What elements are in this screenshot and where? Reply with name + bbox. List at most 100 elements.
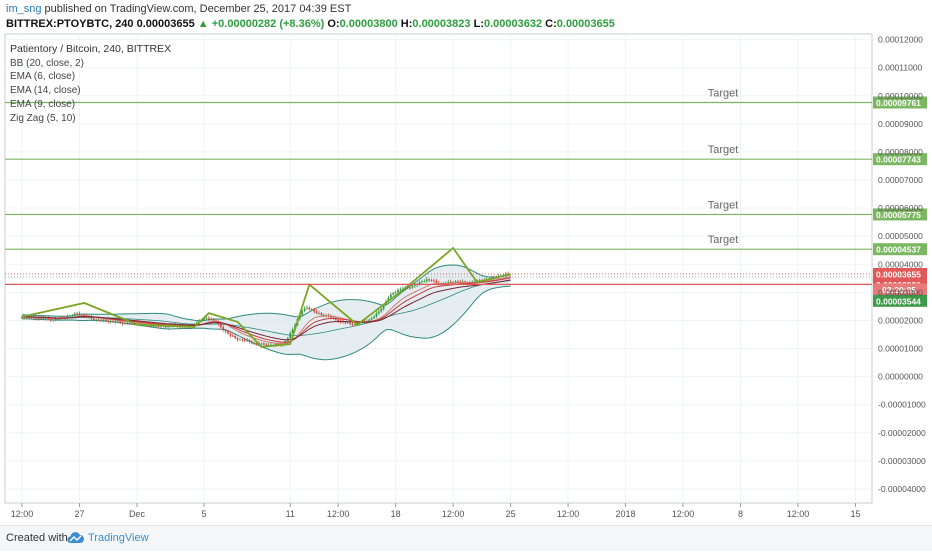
y-tick-label: 0.00009000 (878, 119, 923, 129)
candle-body (337, 319, 340, 322)
candle-body (73, 313, 76, 316)
x-tick-label: 25 (506, 509, 516, 519)
legend-study-ema6[interactable]: EMA (6, close) (10, 71, 76, 83)
y-tick-label: 0.00011000 (878, 63, 923, 73)
candle-body (97, 319, 100, 321)
x-tick-label: 27 (74, 509, 84, 519)
candle-body (265, 344, 268, 346)
candle-body (40, 317, 43, 319)
price-badge (873, 267, 927, 280)
candle-body (430, 280, 433, 281)
y-tick-label: -0.00001000 (878, 400, 926, 410)
candle-body (346, 322, 349, 324)
candle-body (124, 322, 126, 324)
y-tick-label: 0.00012000 (878, 35, 923, 45)
indicator-legend: Patientory / Bitcoin, 240, BITTREX BB (2… (10, 43, 171, 125)
candle-body (262, 343, 265, 345)
legend-study-zigzag[interactable]: Zig Zag (5, 10) (10, 112, 76, 124)
x-tick-label: 2018 (616, 509, 636, 519)
candle-body (389, 294, 392, 298)
candle-body (380, 308, 383, 312)
candle-body (248, 340, 251, 342)
candle-body (274, 343, 277, 345)
y-tick-label: -0.00003000 (878, 456, 926, 466)
candle-body (399, 289, 402, 291)
target-label: Target (708, 234, 739, 246)
candle-body (368, 319, 371, 322)
candle-body (126, 322, 129, 324)
candle-body (239, 339, 241, 341)
candle-body (210, 319, 213, 320)
high-value: 0.00003823 (412, 18, 471, 30)
candle-body (251, 341, 253, 344)
candle-body (375, 313, 378, 317)
candle-body (344, 322, 347, 323)
candle-body (291, 329, 294, 333)
candle-body (303, 308, 306, 311)
y-tick-label: 0.00010000 (878, 91, 923, 101)
target-label: Target (708, 87, 739, 99)
ema-14-line (22, 279, 511, 341)
candle-body (52, 319, 55, 321)
tradingview-brand-link[interactable]: TradingView (88, 532, 149, 544)
candle-body (421, 281, 423, 283)
symbol-label: BITTREX:PTOYBTC, 240 (6, 18, 134, 30)
x-tick-label: 15 (850, 509, 860, 519)
price-badge-text: 0.00007743 (876, 155, 921, 165)
legend-title[interactable]: Patientory / Bitcoin, 240, BITTREX (10, 43, 172, 55)
candle-body (88, 316, 90, 318)
legend-study-bb[interactable]: BB (20, close, 2) (10, 57, 84, 69)
change-value: +0.00000282 (+8.36%) (211, 18, 325, 30)
up-arrow-icon: ▲ (197, 18, 209, 30)
candle-body (66, 316, 69, 319)
horizontal-lines: Target 0.00009761 Target 0.00007743 Target 0.… (5, 87, 927, 307)
grid-layer (4, 33, 873, 504)
candle-body (308, 307, 311, 310)
candle-body (76, 313, 78, 315)
x-tick-label: 12:00 (327, 509, 350, 519)
candle-body (25, 317, 28, 318)
candle-body (342, 321, 344, 323)
y-tick-label: 0.00002000 (878, 315, 923, 325)
legend-study-ema9[interactable]: EMA (9, close) (10, 98, 76, 110)
candle-body (224, 330, 227, 332)
x-tick-label: 8 (738, 509, 743, 519)
candle-body (454, 281, 457, 283)
candle-body (423, 281, 426, 283)
candle-body (107, 320, 110, 322)
candle-body (354, 324, 356, 325)
candle-body (406, 287, 409, 289)
candle-body (478, 280, 481, 282)
y-tick-label: 0.00003000 (878, 287, 923, 297)
candle-body (392, 292, 395, 295)
candle-body (35, 318, 38, 320)
legend-study-ema14[interactable]: EMA (14, close) (10, 85, 81, 97)
candle-body (42, 318, 45, 320)
author-link[interactable]: im_sng (6, 3, 42, 15)
open-label: O: (327, 18, 340, 30)
candle-body (255, 343, 258, 345)
candle-body (45, 317, 47, 319)
candle-body (397, 289, 399, 293)
ohlc-bar: BITTREX:PTOYBTC, 240 0.00003655 ▲ +0.000… (6, 18, 615, 30)
candle-body (382, 304, 385, 309)
candle-body (155, 325, 158, 327)
candle-body (449, 281, 452, 283)
x-tick-label: 12:00 (672, 509, 695, 519)
candle-body (49, 319, 52, 321)
price-badge-text: 0.00003655 (876, 269, 921, 279)
candle-body (119, 321, 122, 323)
target-label: Target (708, 199, 739, 211)
candle-body (447, 281, 450, 284)
candle-body (243, 339, 246, 341)
published-text: published on TradingView.com, December 2… (41, 3, 352, 15)
candle-body (207, 318, 210, 320)
candle-body (152, 325, 155, 327)
bb-upper-line (21, 264, 511, 322)
x-tick-label: 11 (286, 509, 295, 519)
candle-body (164, 326, 167, 328)
candle-body (241, 339, 244, 341)
candle-body (260, 343, 263, 345)
